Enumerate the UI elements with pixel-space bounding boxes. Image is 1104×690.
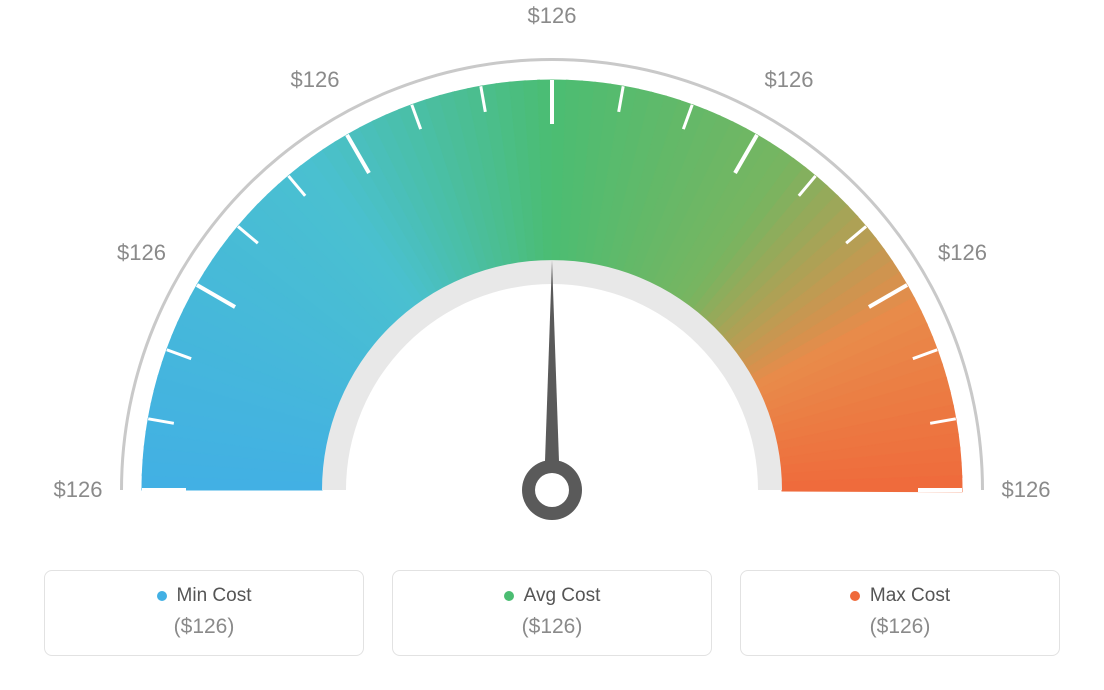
legend-value-min: ($126): [63, 615, 345, 639]
legend-title-min: Min Cost: [157, 585, 252, 607]
legend: Min Cost ($126) Avg Cost ($126) Max Cost…: [0, 570, 1104, 656]
legend-label-max: Max Cost: [870, 585, 950, 607]
gauge-svg: [0, 0, 1104, 560]
legend-label-min: Min Cost: [177, 585, 252, 607]
legend-value-max: ($126): [759, 615, 1041, 639]
gauge-tick-label: $126: [291, 67, 340, 93]
legend-item-max: Max Cost ($126): [740, 570, 1060, 656]
gauge-tick-label: $126: [1002, 477, 1051, 503]
legend-label-avg: Avg Cost: [524, 585, 601, 607]
legend-title-avg: Avg Cost: [504, 585, 601, 607]
legend-title-max: Max Cost: [850, 585, 950, 607]
legend-value-avg: ($126): [411, 615, 693, 639]
gauge-tick-label: $126: [117, 240, 166, 266]
legend-dot-max: [850, 591, 860, 601]
gauge-tick-label: $126: [54, 477, 103, 503]
gauge-tick-label: $126: [528, 3, 577, 29]
legend-dot-min: [157, 591, 167, 601]
gauge-chart: $126 $126 $126 $126 $126 $126 $126: [0, 0, 1104, 560]
legend-item-avg: Avg Cost ($126): [392, 570, 712, 656]
legend-dot-avg: [504, 591, 514, 601]
gauge-tick-label: $126: [765, 67, 814, 93]
legend-item-min: Min Cost ($126): [44, 570, 364, 656]
gauge-tick-label: $126: [938, 240, 987, 266]
